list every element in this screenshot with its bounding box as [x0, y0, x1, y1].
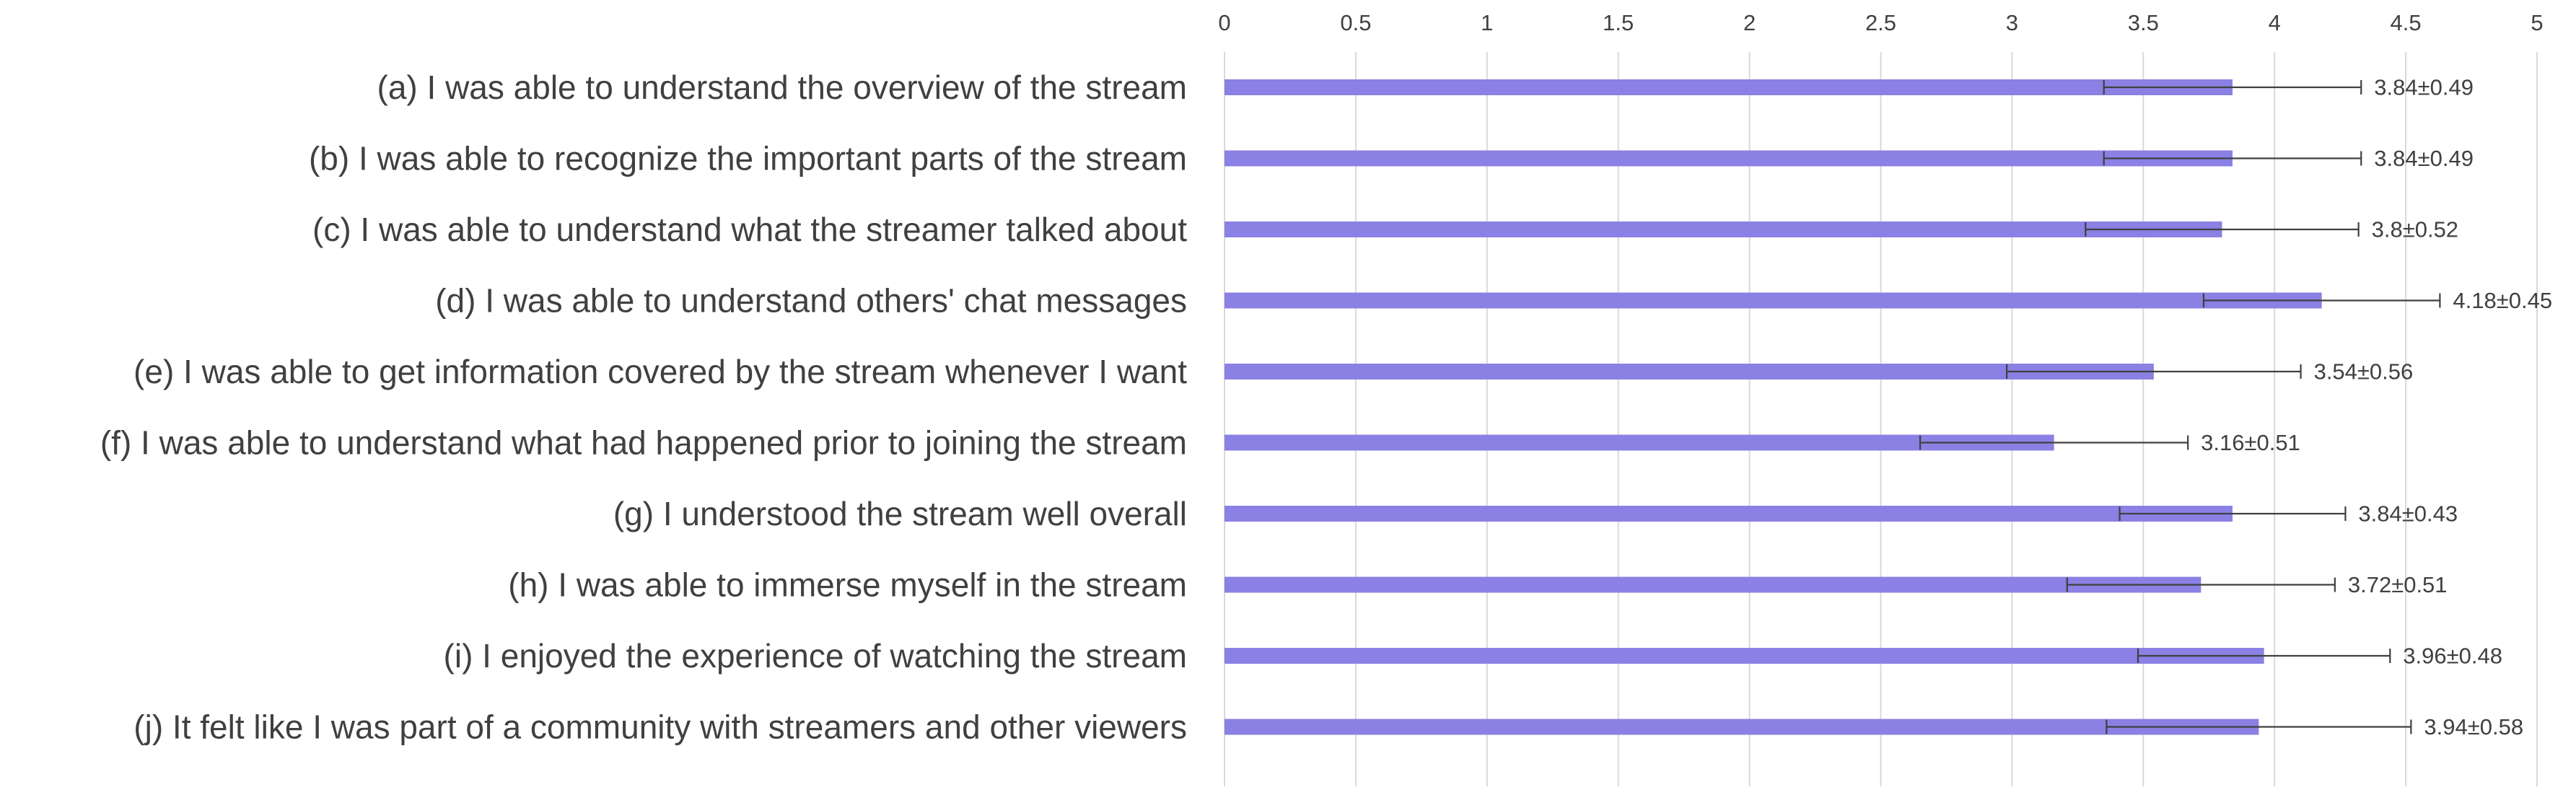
x-tick-label: 5: [2531, 10, 2543, 35]
x-tick-label: 0.5: [1340, 10, 1371, 35]
error-bar: [2137, 649, 2391, 663]
bar: [1225, 221, 2222, 237]
bar: [1225, 434, 2054, 451]
data-label: 3.84±0.49: [2374, 75, 2474, 100]
data-label: 3.16±0.51: [2201, 430, 2300, 455]
error-bar: [2006, 364, 2302, 379]
x-tick-label: 3.5: [2128, 10, 2159, 35]
category-label: (f) I was able to understand what had ha…: [100, 424, 1187, 462]
bar: [1225, 576, 2202, 593]
category-label: (c) I was able to understand what the st…: [312, 211, 1187, 248]
bar: [1225, 364, 2154, 379]
category-label: (j) It felt like I was part of a communi…: [133, 708, 1187, 746]
bar: [1225, 150, 2233, 167]
data-label: 3.54±0.56: [2314, 359, 2414, 385]
category-labels: (a) I was able to understand the overvie…: [100, 69, 1187, 746]
error-bar: [2085, 222, 2360, 237]
x-tick-label: 1.5: [1603, 10, 1634, 35]
error-bar: [2103, 80, 2362, 95]
data-label: 3.84±0.49: [2374, 146, 2474, 171]
data-label: 3.96±0.48: [2403, 644, 2502, 669]
bar: [1225, 506, 2233, 522]
x-tick-label: 1: [1481, 10, 1493, 35]
data-labels: 3.84±0.49 3.84±0.49 3.8±0.52 4.18±0.45 3.54±…: [2201, 75, 2552, 740]
error-bar: [2202, 293, 2441, 308]
category-label: (h) I was able to immerse myself in the …: [508, 566, 1187, 604]
category-label: (e) I was able to get information covere…: [133, 353, 1187, 390]
x-tick-label: 2.5: [1865, 10, 1896, 35]
category-label: (d) I was able to understand others' cha…: [435, 282, 1187, 320]
data-label: 4.18±0.45: [2453, 288, 2552, 313]
error-bars: [1919, 80, 2441, 734]
error-bar: [2066, 577, 2336, 592]
error-bar: [2106, 719, 2412, 734]
bar: [1225, 79, 2233, 95]
x-tick-label: 0: [1218, 10, 1230, 35]
data-label: 3.84±0.43: [2358, 501, 2458, 527]
bars: [1225, 79, 2322, 735]
category-label: (a) I was able to understand the overvie…: [377, 69, 1187, 106]
category-label: (b) I was able to recognize the importan…: [309, 140, 1187, 177]
error-bar: [2103, 151, 2362, 166]
data-label: 3.8±0.52: [2372, 217, 2458, 242]
error-bar: [2119, 506, 2347, 521]
category-label: (g) I understood the stream well overall: [613, 495, 1187, 532]
gridlines: [1224, 52, 2538, 786]
category-label: (i) I enjoyed the experience of watching…: [444, 637, 1187, 675]
data-label: 3.72±0.51: [2348, 572, 2448, 597]
data-label: 3.94±0.58: [2424, 714, 2523, 739]
error-bar: [1919, 435, 2189, 450]
bar: [1225, 292, 2322, 309]
x-axis-ticks: 0 0.5 1 1.5 2 2.5 3 3.5 4 4.5 5: [1218, 10, 2543, 35]
x-tick-label: 3: [2006, 10, 2018, 35]
bar: [1225, 648, 2264, 664]
bar: [1225, 719, 2259, 735]
x-tick-label: 2: [1743, 10, 1756, 35]
x-tick-label: 4: [2269, 10, 2281, 35]
x-tick-label: 4.5: [2391, 10, 2422, 35]
